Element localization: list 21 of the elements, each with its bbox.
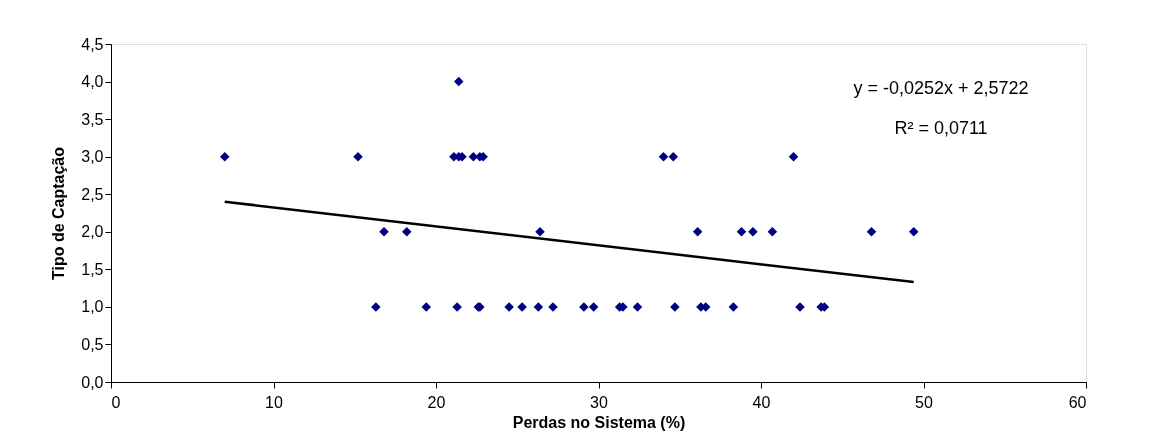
y-axis-title: Tipo de Captação xyxy=(50,146,68,281)
annotation: y = -0,0252x + 2,5722 xyxy=(853,78,1029,98)
y-tick-label: 4,5 xyxy=(81,35,104,53)
y-tick-label: 4,0 xyxy=(81,73,104,91)
x-tick-label: 40 xyxy=(752,393,771,411)
x-tick-label: 10 xyxy=(265,393,283,411)
x-tick-label: 60 xyxy=(1068,393,1087,411)
annotation: R² = 0,0711 xyxy=(894,118,988,138)
y-tick-label: 0,5 xyxy=(81,335,104,353)
x-tick-label: 30 xyxy=(590,393,608,411)
x-tick-label: 50 xyxy=(915,393,933,411)
y-tick-label: 2,0 xyxy=(81,223,104,241)
x-tick-label: 0 xyxy=(111,393,121,411)
y-tick-label: 1,0 xyxy=(81,298,104,316)
y-tick-label: 1,5 xyxy=(81,260,104,278)
x-axis-title: Perdas no Sistema (%) xyxy=(512,413,686,431)
y-tick-label: 3,5 xyxy=(81,110,104,128)
y-tick-label: 0,0 xyxy=(81,373,104,391)
y-tick-label: 2,5 xyxy=(81,185,104,203)
y-tick-label: 3,0 xyxy=(81,148,104,166)
x-tick-label: 20 xyxy=(427,393,446,411)
